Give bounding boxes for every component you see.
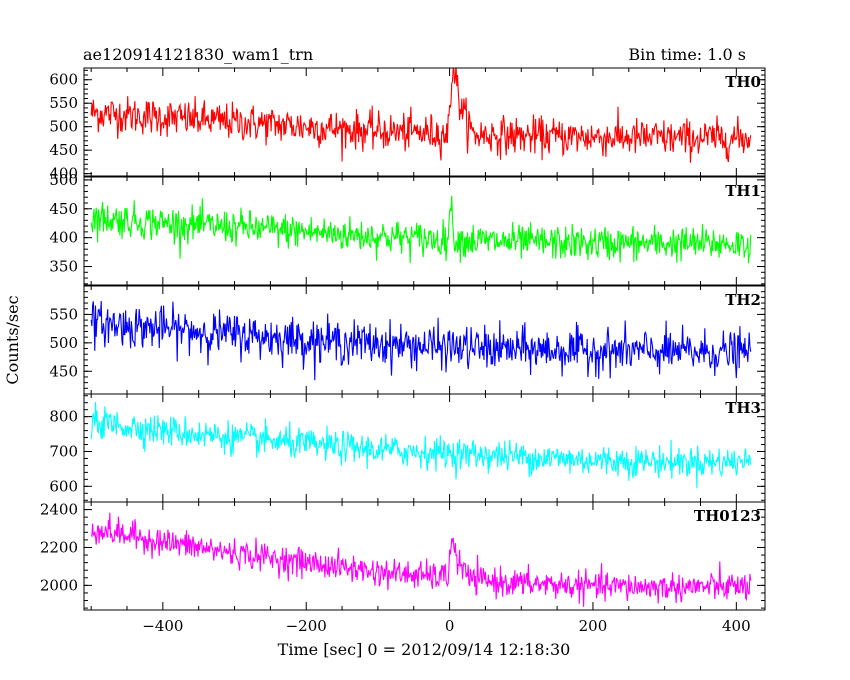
panel-frame bbox=[83, 501, 766, 611]
y-tick-label: 450 bbox=[49, 362, 78, 380]
y-tick-label: 450 bbox=[49, 200, 78, 218]
panel-th3: 600 700 800 TH3 bbox=[49, 393, 766, 503]
x-tick-label: 200 bbox=[579, 617, 608, 635]
x-tick-label: −400 bbox=[142, 617, 183, 635]
y-tick-label: 600 bbox=[49, 71, 78, 89]
panel-th1: 350 400 450 500 TH1 bbox=[49, 171, 766, 286]
x-tick-label: 0 bbox=[445, 617, 455, 635]
panel-th0: 400 450 500 550 600 TH0 bbox=[49, 67, 766, 183]
series-line-th3 bbox=[90, 401, 752, 489]
y-axis-label: Counts/sec bbox=[3, 295, 22, 384]
x-axis-label: Time [sec] 0 = 2012/09/14 12:18:30 bbox=[278, 640, 571, 659]
y-tick-label: 2200 bbox=[40, 538, 78, 556]
y-tick-label: 500 bbox=[49, 334, 78, 352]
series-line-th2 bbox=[90, 300, 752, 381]
y-tick-label: 600 bbox=[49, 477, 78, 495]
series-label-th1: TH1 bbox=[725, 182, 761, 200]
series-line-th0 bbox=[90, 68, 752, 163]
y-tick-label: 800 bbox=[49, 408, 78, 426]
y-tick-label: 400 bbox=[49, 229, 78, 247]
x-tick-label: 400 bbox=[722, 617, 751, 635]
y-tick-label: 2400 bbox=[40, 501, 78, 519]
series-label-th0: TH0 bbox=[725, 73, 761, 91]
y-tick-label: 400 bbox=[49, 165, 78, 183]
bin-time-label: Bin time: 1.0 s bbox=[628, 45, 746, 64]
series-line-th0123 bbox=[90, 512, 752, 607]
y-tick-label: 450 bbox=[49, 141, 78, 159]
panel-th2: 450 500 550 TH2 bbox=[49, 285, 766, 395]
panel-th0123: 2000 2200 2400 TH0123 bbox=[40, 501, 766, 611]
series-label-th3: TH3 bbox=[725, 399, 761, 417]
y-tick-label: 550 bbox=[49, 94, 78, 112]
y-tick-label: 2000 bbox=[40, 576, 78, 594]
panel-frame bbox=[83, 176, 766, 286]
y-tick-label: 550 bbox=[49, 305, 78, 323]
y-tick-label: 700 bbox=[49, 442, 78, 460]
series-line-th1 bbox=[90, 195, 752, 264]
panels-group: 400 450 500 550 600 TH0 350 400 450 500 TH1 450 500 5… bbox=[40, 67, 766, 635]
series-label-th0123: TH0123 bbox=[694, 507, 761, 525]
observation-id: ae120914121830_wam1_trn bbox=[83, 45, 313, 64]
y-tick-label: 500 bbox=[49, 118, 78, 136]
x-tick-label: −200 bbox=[286, 617, 327, 635]
y-tick-label: 350 bbox=[49, 258, 78, 276]
y-tick-label: 500 bbox=[49, 171, 78, 189]
series-label-th2: TH2 bbox=[725, 291, 761, 309]
